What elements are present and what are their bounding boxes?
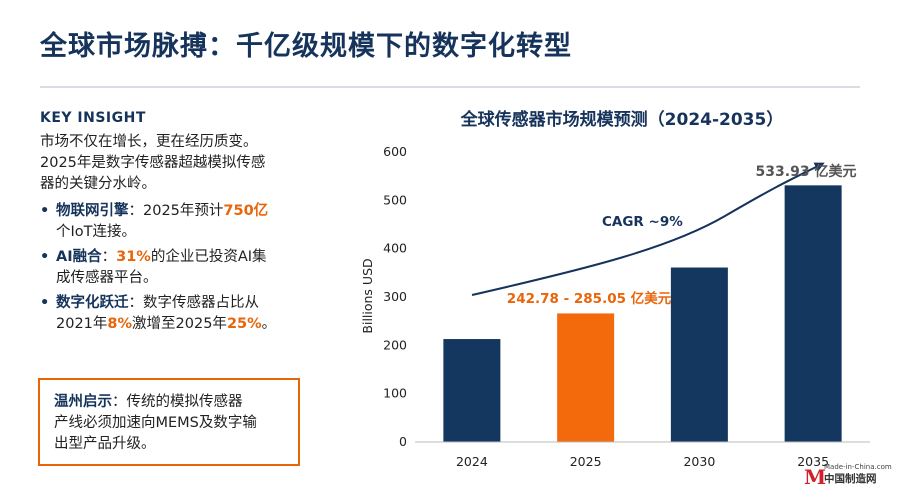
intro-line-3: 器的关键分水岭。 xyxy=(40,176,156,192)
bullet-label: 物联网引擎 xyxy=(56,203,129,219)
y-axis-label: Billions USD xyxy=(360,258,375,333)
callout-line-3: 出型产品升级。 xyxy=(54,436,156,452)
bar-2035 xyxy=(784,185,842,442)
x-tick-label: 2025 xyxy=(570,454,602,469)
bullet-dot: • xyxy=(40,203,50,219)
bar-2030 xyxy=(670,267,728,442)
made-in-china-logo: M Made-in-China.com 中国制造网 xyxy=(804,463,894,489)
bullet-highlight: 8% xyxy=(107,316,133,332)
wenzhou-callout: 温州启示：传统的模拟传感器 产线必须加速向MEMS及数字输 出型产品升级。 xyxy=(38,378,300,466)
bullet-dot: • xyxy=(40,249,50,265)
cagr-trend-arrow xyxy=(471,162,825,296)
y-tick-label: 200 xyxy=(383,337,407,352)
x-tick-label: 2024 xyxy=(456,454,488,469)
market-size-chart: 全球传感器市场规模预测（2024-2035） Billions USD 0 100… xyxy=(360,109,870,469)
bullet-highlight: 31% xyxy=(116,249,151,265)
x-axis-ticks: 2024 2025 2030 2035 xyxy=(456,454,829,469)
bullet-text: 。 xyxy=(261,316,277,332)
insight-intro: 市场不仅在增长，更在经历质变。 2025年是数字传感器超越模拟传感 器的关键分水… xyxy=(40,132,330,195)
peak-label: 533.93 亿美元 xyxy=(756,163,857,180)
logo-mark: M xyxy=(804,465,827,489)
bullet-highlight: 750亿 xyxy=(223,203,269,219)
bullet-text: 2021年 xyxy=(56,316,108,332)
y-axis-ticks: 0 100 200 300 400 500 600 xyxy=(383,144,407,449)
y-tick-label: 0 xyxy=(399,434,407,449)
bar-2024 xyxy=(443,339,501,442)
bullet-text: ：数字传感器占比从 xyxy=(128,295,260,311)
y-tick-label: 600 xyxy=(383,144,407,159)
intro-line-2: 2025年是数字传感器超越模拟传感 xyxy=(40,155,266,171)
y-tick-label: 500 xyxy=(383,192,407,207)
title-divider xyxy=(40,86,860,88)
bullet-ai: • AI融合：31%的企业已投资AI集 成传感器平台。 xyxy=(40,247,330,289)
insight-kicker: KEY INSIGHT xyxy=(40,110,146,126)
x-tick-label: 2035 xyxy=(797,454,829,469)
bullet-label: AI融合 xyxy=(56,249,102,265)
callout-line-1: ：传统的模拟传感器 xyxy=(112,394,243,410)
callout-label: 温州启示 xyxy=(54,394,112,410)
bullet-text: ：2025年预计 xyxy=(128,203,224,219)
insight-panel: KEY INSIGHT 市场不仅在增长，更在经历质变。 2025年是数字传感器超… xyxy=(40,110,330,339)
bullet-text: 激增至2025年 xyxy=(132,316,227,332)
bullet-label: 数字化跃迁 xyxy=(56,295,129,311)
y-tick-label: 300 xyxy=(383,289,407,304)
logo-text-cn: 中国制造网 xyxy=(824,473,877,485)
bullet-digital: • 数字化跃迁：数字传感器占比从 2021年8%激增至2025年25%。 xyxy=(40,293,330,335)
logo-text-en: Made-in-China.com xyxy=(824,463,892,471)
x-tick-label: 2030 xyxy=(683,454,715,469)
bullet-text-line2: 成传感器平台。 xyxy=(56,270,158,286)
page-title: 全球市场脉搏：千亿级规模下的数字化转型 xyxy=(40,31,572,62)
bullet-dot: • xyxy=(40,295,50,311)
callout-line-2: 产线必须加速向MEMS及数字输 xyxy=(54,415,257,431)
bullet-text-line2: 个IoT连接。 xyxy=(56,224,137,240)
chart-title: 全球传感器市场规模预测（2024-2035） xyxy=(460,109,784,130)
bar-2025 xyxy=(557,313,615,442)
bullet-highlight: 25% xyxy=(226,316,262,332)
range-label: 242.78 - 285.05 亿美元 xyxy=(507,290,672,307)
intro-line-1: 市场不仅在增长，更在经历质变。 xyxy=(40,134,258,150)
bars xyxy=(443,185,842,442)
y-tick-label: 400 xyxy=(383,241,407,256)
bullet-text: ： xyxy=(101,249,117,265)
bullet-iot: • 物联网引擎：2025年预计750亿 个IoT连接。 xyxy=(40,201,330,243)
cagr-label: CAGR ~9% xyxy=(602,214,683,230)
y-tick-label: 100 xyxy=(383,386,407,401)
bullet-text: 的企业已投资AI集 xyxy=(150,249,267,265)
insight-bullets: • 物联网引擎：2025年预计750亿 个IoT连接。 • AI融合：31%的企… xyxy=(40,201,330,335)
